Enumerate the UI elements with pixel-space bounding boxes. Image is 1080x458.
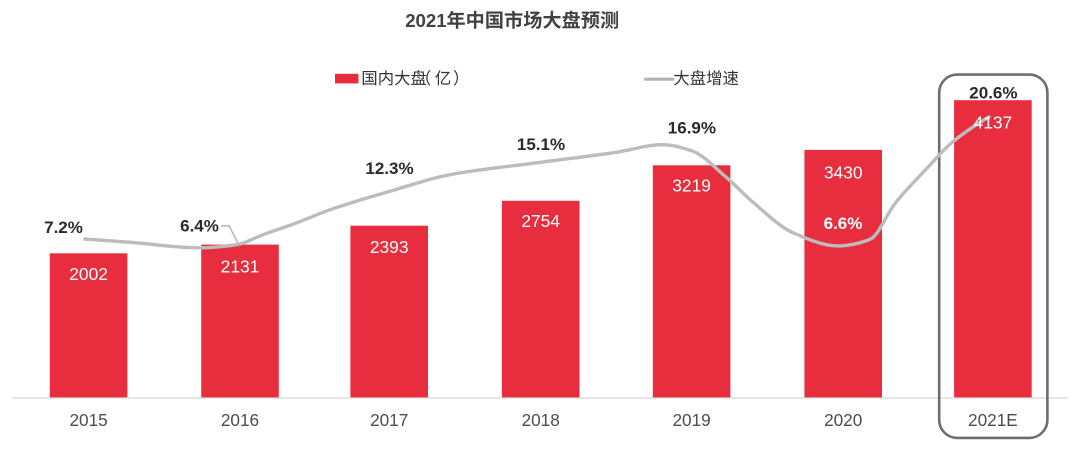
svg-text:2131: 2131 (221, 256, 260, 276)
svg-text:2393: 2393 (370, 237, 409, 257)
svg-text:6.6%: 6.6% (824, 214, 863, 233)
svg-text:2015: 2015 (69, 410, 107, 430)
svg-text:2020: 2020 (824, 410, 862, 430)
svg-text:12.3%: 12.3% (365, 159, 413, 178)
svg-text:2002: 2002 (69, 264, 108, 284)
svg-text:16.9%: 16.9% (668, 119, 716, 138)
svg-text:4137: 4137 (974, 112, 1013, 132)
svg-text:3219: 3219 (672, 176, 711, 196)
svg-text:20.6%: 20.6% (969, 84, 1017, 103)
svg-text:6.4%: 6.4% (180, 217, 219, 236)
svg-text:2017: 2017 (370, 410, 408, 430)
svg-text:2021: 2021 (405, 10, 446, 31)
svg-text:2019: 2019 (672, 410, 710, 430)
svg-text:2018: 2018 (522, 410, 560, 430)
svg-text:2754: 2754 (521, 211, 560, 231)
svg-text:3430: 3430 (824, 162, 863, 182)
svg-text:7.2%: 7.2% (44, 218, 83, 237)
svg-text:15.1%: 15.1% (517, 135, 565, 154)
svg-text:2021E: 2021E (968, 410, 1018, 430)
svg-text:2016: 2016 (221, 410, 259, 430)
